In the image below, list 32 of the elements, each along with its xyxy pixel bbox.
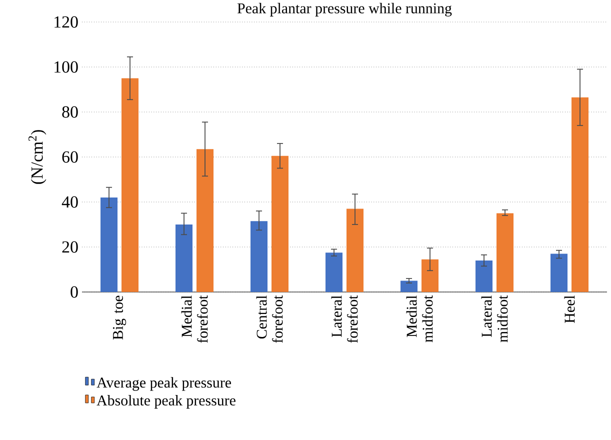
bar	[476, 260, 493, 292]
bar	[100, 197, 118, 292]
x-tick-label: Central forefoot	[256, 295, 283, 343]
x-tick-label: Big toe	[112, 296, 126, 340]
x-tick-label: Lateral midfoot	[481, 295, 508, 342]
y-tick-label: 60	[62, 151, 78, 163]
x-tick-label: Lateral forefoot	[331, 295, 358, 343]
bar	[346, 208, 364, 292]
bar	[176, 224, 193, 292]
y-tick-label: 40	[62, 196, 78, 208]
x-tick-label: Medial forefoot	[181, 295, 208, 343]
bar	[550, 254, 568, 292]
chart-title: Peak plantar pressure while running	[237, 2, 452, 16]
y-tick-label: 100	[54, 61, 78, 73]
legend-label: Absolute peak pressure	[96, 395, 236, 409]
y-tick-label: 120	[54, 16, 78, 28]
y-axis-title: (N/cm$^{2}$)	[28, 130, 46, 184]
bar	[196, 149, 214, 292]
x-tick-label: Medial midfoot	[406, 295, 433, 342]
y-tick-label: 20	[62, 241, 78, 253]
bar	[122, 78, 139, 292]
y-tick-label: 80	[62, 106, 78, 118]
bar	[400, 280, 418, 292]
bar	[326, 252, 343, 292]
legend-label: Average peak pressure	[96, 377, 231, 391]
x-tick-label: Heel	[564, 295, 575, 323]
y-tick-label: 0	[70, 286, 78, 298]
bar	[496, 213, 514, 292]
bar	[422, 259, 439, 292]
bar	[272, 156, 289, 292]
bar	[572, 97, 589, 292]
bar	[250, 221, 268, 292]
